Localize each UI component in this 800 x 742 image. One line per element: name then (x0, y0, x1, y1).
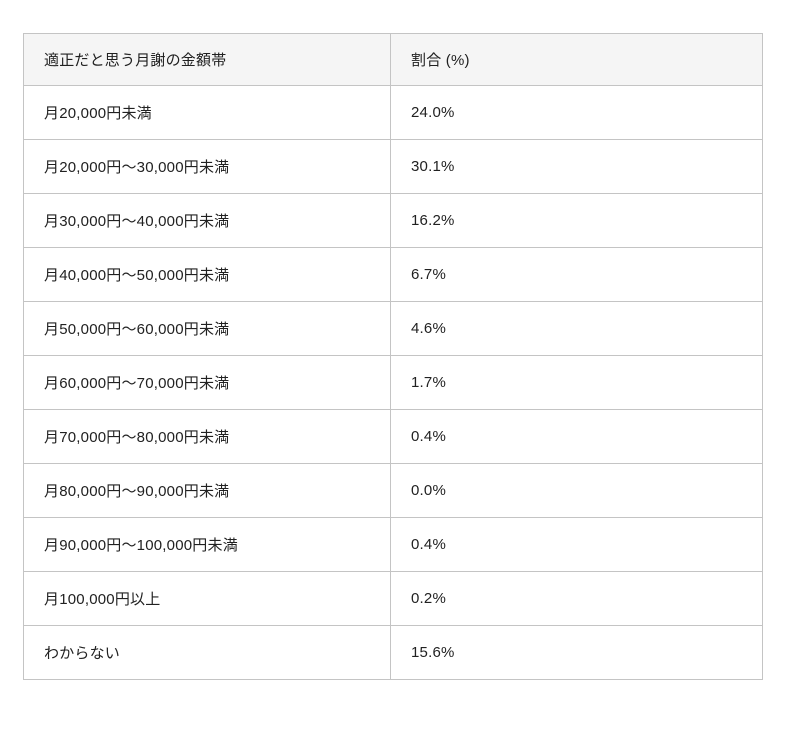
column-header-fee-range: 適正だと思う月謝の金額帯 (23, 33, 391, 86)
table-row: 月50,000円〜60,000円未満 4.6% (23, 301, 763, 356)
percent-cell: 24.0% (390, 85, 763, 140)
table-row: 月30,000円〜40,000円未満 16.2% (23, 193, 763, 248)
table-row: 月70,000円〜80,000円未満 0.4% (23, 409, 763, 464)
fee-range-cell: 月50,000円〜60,000円未満 (23, 301, 391, 356)
table-row: 月40,000円〜50,000円未満 6.7% (23, 247, 763, 302)
fee-percentage-table: 適正だと思う月謝の金額帯 割合 (%) 月20,000円未満 24.0% 月20… (23, 33, 763, 680)
percent-cell: 0.2% (390, 571, 763, 626)
fee-range-cell: 月90,000円〜100,000円未満 (23, 517, 391, 572)
fee-range-cell: 月20,000円〜30,000円未満 (23, 139, 391, 194)
table-header-row: 適正だと思う月謝の金額帯 割合 (%) (23, 33, 763, 86)
column-header-percent: 割合 (%) (390, 33, 763, 86)
fee-range-cell: 月60,000円〜70,000円未満 (23, 355, 391, 410)
percent-cell: 15.6% (390, 625, 763, 680)
table-row: 月80,000円〜90,000円未満 0.0% (23, 463, 763, 518)
table-row: わからない 15.6% (23, 625, 763, 680)
table-row: 月90,000円〜100,000円未満 0.4% (23, 517, 763, 572)
percent-cell: 1.7% (390, 355, 763, 410)
table-row: 月20,000円〜30,000円未満 30.1% (23, 139, 763, 194)
table-row: 月100,000円以上 0.2% (23, 571, 763, 626)
percent-cell: 16.2% (390, 193, 763, 248)
fee-range-cell: 月80,000円〜90,000円未満 (23, 463, 391, 518)
fee-range-cell: 月70,000円〜80,000円未満 (23, 409, 391, 464)
fee-range-cell: 月20,000円未満 (23, 85, 391, 140)
fee-range-cell: わからない (23, 625, 391, 680)
table-row: 月20,000円未満 24.0% (23, 85, 763, 140)
percent-cell: 30.1% (390, 139, 763, 194)
table-row: 月60,000円〜70,000円未満 1.7% (23, 355, 763, 410)
percent-cell: 6.7% (390, 247, 763, 302)
page: 適正だと思う月謝の金額帯 割合 (%) 月20,000円未満 24.0% 月20… (0, 33, 800, 742)
percent-cell: 0.0% (390, 463, 763, 518)
percent-cell: 0.4% (390, 517, 763, 572)
fee-range-cell: 月40,000円〜50,000円未満 (23, 247, 391, 302)
fee-range-cell: 月100,000円以上 (23, 571, 391, 626)
fee-range-cell: 月30,000円〜40,000円未満 (23, 193, 391, 248)
percent-cell: 4.6% (390, 301, 763, 356)
percent-cell: 0.4% (390, 409, 763, 464)
